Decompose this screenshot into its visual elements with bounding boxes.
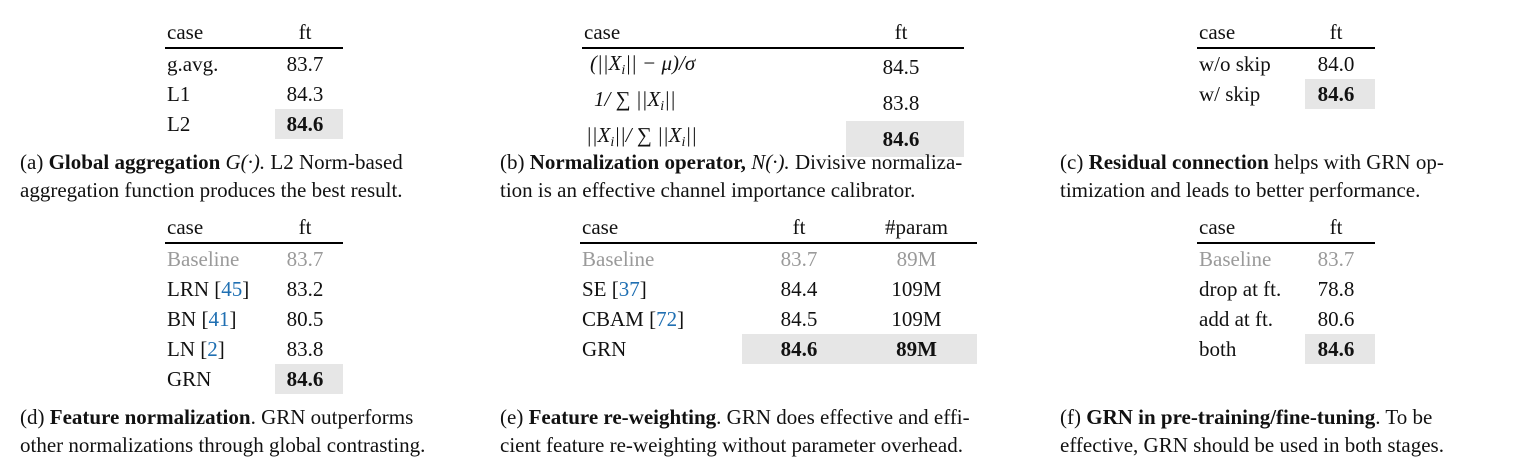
caption-f: (f) GRN in pre-training/fine-tuning. To … — [1060, 405, 1444, 457]
caption-a: (a) Global aggregation G(·). L2 Norm-bas… — [20, 150, 403, 202]
caption-d: (d) Feature normalization. GRN outperfor… — [20, 405, 426, 457]
table-row: L1 84.3 — [167, 82, 324, 106]
table-row: drop at ft. 78.8 — [1199, 277, 1355, 301]
formula-standardize: (||Xi|| − μ)/σ — [590, 51, 696, 78]
caption-b: (b) Normalization operator, N(·). Divisi… — [500, 150, 963, 202]
table-row: BN [41] 80.5 — [167, 307, 324, 331]
caption-c: (c) Residual connection helps with GRN o… — [1060, 150, 1444, 202]
table-c: case ft w/o skip 84.0 w/ skip 84.6 — [1197, 18, 1375, 109]
header-case: case — [1197, 213, 1305, 244]
table-row: w/o skip 84.0 — [1199, 52, 1355, 76]
table-row: GRN 84.6 — [165, 364, 343, 394]
table-row: LRN [45] 83.2 — [167, 277, 324, 301]
table-row: add at ft. 80.6 — [1199, 307, 1355, 331]
table-row: L2 84.6 — [165, 109, 343, 139]
table-d: case ft Baseline 83.7 LRN [45] 83.2 BN [41]… — [165, 213, 343, 394]
table-row: Baseline 83.7 89M — [582, 247, 937, 271]
header-param: #param — [864, 213, 977, 244]
table-e: case ft #param Baseline 83.7 89M SE [37] 84.4… — [580, 213, 977, 364]
table-a: case ft g.avg. 83.7 L1 84.3 L2 84.6 — [165, 18, 343, 139]
table-f: case ft Baseline 83.7 drop at ft. 78.8 add … — [1197, 213, 1375, 364]
header-case: case — [165, 18, 275, 49]
table-row: Baseline 83.7 — [1199, 247, 1355, 271]
header-ft: ft — [742, 213, 864, 244]
header-ft: ft — [1305, 18, 1375, 49]
table-row: LN [2] 83.8 — [167, 337, 324, 361]
citation-link[interactable]: 45 — [221, 277, 243, 301]
table-row: CBAM [72] 84.5 109M — [582, 307, 942, 331]
header-case: case — [1197, 18, 1305, 49]
header-case: case — [165, 213, 275, 244]
table-b: case ft (||Xi|| − μ)/σ 84.5 1/ ∑ ||Xi|| 83.… — [582, 18, 964, 157]
citation-link[interactable]: 2 — [207, 337, 218, 361]
caption-e: (e) Feature re-weighting. GRN does effec… — [500, 405, 970, 457]
header-case: case — [582, 18, 846, 49]
header-ft: ft — [275, 213, 343, 244]
citation-link[interactable]: 72 — [656, 307, 678, 331]
table-row: (||Xi|| − μ)/σ 84.5 — [582, 48, 964, 85]
table-row: GRN 84.6 89M — [580, 334, 977, 364]
table-row: g.avg. 83.7 — [167, 52, 324, 76]
table-row: Baseline 83.7 — [167, 247, 324, 271]
citation-link[interactable]: 41 — [208, 307, 230, 331]
table-row: 1/ ∑ ||Xi|| 83.8 — [582, 85, 964, 121]
table-row: w/ skip 84.6 — [1197, 79, 1375, 109]
header-ft: ft — [846, 18, 964, 49]
table-row: ||Xi||/ ∑ ||Xi|| 84.6 — [582, 121, 964, 157]
header-ft: ft — [1305, 213, 1375, 244]
table-row: both 84.6 — [1197, 334, 1375, 364]
table-row: SE [37] 84.4 109M — [582, 277, 942, 301]
formula-divisive: ||Xi||/ ∑ ||Xi|| — [586, 123, 697, 150]
header-ft: ft — [275, 18, 343, 49]
citation-link[interactable]: 37 — [618, 277, 640, 301]
formula-inverse-sum: 1/ ∑ ||Xi|| — [594, 87, 676, 114]
header-case: case — [580, 213, 742, 244]
